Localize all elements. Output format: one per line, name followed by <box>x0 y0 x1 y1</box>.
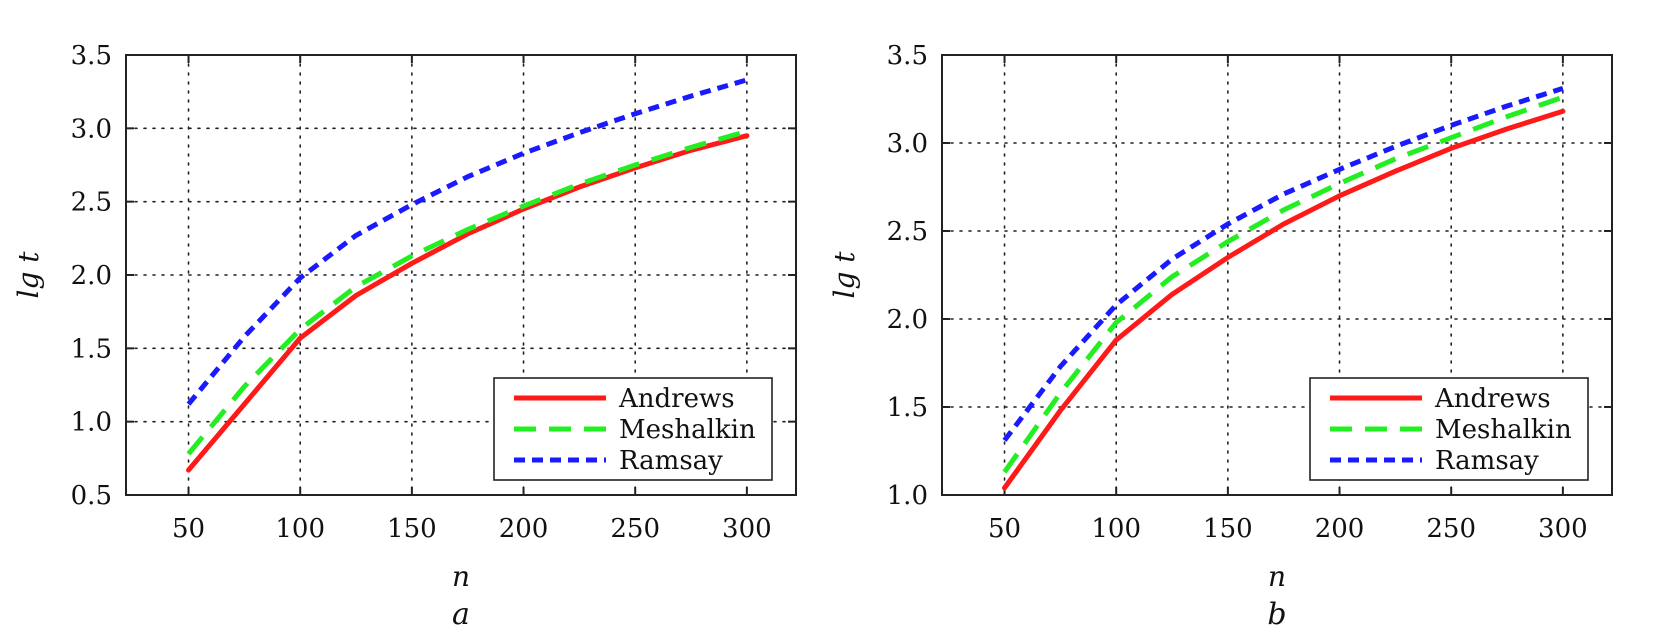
panel-label: b <box>1267 597 1286 632</box>
x-tick-label: 200 <box>499 514 549 544</box>
x-tick-label: 100 <box>275 514 325 544</box>
chart-panel-b: 50 100 150 200 250 300 1.0 1.5 2.0 2.5 3.0 3.5 Andre… <box>828 41 1613 632</box>
x-tick-label: 150 <box>1203 514 1253 544</box>
plot-frame <box>941 54 1613 496</box>
series-line-meshalkin <box>186 128 748 456</box>
x-tick-label: 50 <box>172 514 205 544</box>
x-tick-label: 300 <box>1538 514 1588 544</box>
x-axis-label: n <box>452 560 470 593</box>
legend-box <box>493 377 773 481</box>
series-line-ramsay <box>186 77 748 406</box>
x-tick-label: 250 <box>1426 514 1476 544</box>
chart-panel-a: 50 100 150 200 250 300 0.5 1.0 1.5 2.0 2.5 3.0 3.5 An… <box>12 41 797 632</box>
x-axis-label: n <box>1268 560 1286 593</box>
y-tick-label: 3.0 <box>887 129 928 159</box>
y-tick-label: 2.0 <box>887 305 928 335</box>
series-line-ramsay <box>1002 86 1564 442</box>
y-tick-label: 1.0 <box>71 408 112 438</box>
series-line-meshalkin <box>1002 94 1564 474</box>
series-line-andrews <box>186 133 750 473</box>
legend-label-andrews: Andrews <box>618 384 735 414</box>
y-tick-label: 2.5 <box>887 217 928 247</box>
legend-label-ramsay: Ramsay <box>619 446 723 476</box>
legend-label-ramsay: Ramsay <box>1435 446 1539 476</box>
y-tick-label: 3.5 <box>71 41 112 71</box>
plot-frame <box>125 54 797 496</box>
y-tick-label: 1.0 <box>887 481 928 511</box>
y-tick-label: 1.5 <box>71 334 112 364</box>
y-tick-label: 3.0 <box>71 114 112 144</box>
x-tick-label: 200 <box>1315 514 1365 544</box>
legend-label-meshalkin: Meshalkin <box>1435 415 1572 445</box>
x-tick-label: 100 <box>1091 514 1141 544</box>
y-tick-label: 2.5 <box>71 188 112 218</box>
x-tick-label: 300 <box>722 514 772 544</box>
x-tick-label: 150 <box>387 514 437 544</box>
legend-label-meshalkin: Meshalkin <box>619 415 756 445</box>
x-tick-label: 250 <box>610 514 660 544</box>
y-axis-label: lg t <box>12 251 45 299</box>
x-tick-label: 50 <box>988 514 1021 544</box>
y-tick-label: 0.5 <box>71 481 112 511</box>
y-tick-label: 1.5 <box>887 393 928 423</box>
series-line-andrews <box>1002 108 1566 491</box>
legend-box <box>1309 377 1589 481</box>
y-axis-label: lg t <box>828 251 861 299</box>
legend-label-andrews: Andrews <box>1434 384 1551 414</box>
panel-label: a <box>452 597 470 632</box>
y-tick-label: 2.0 <box>71 261 112 291</box>
y-tick-label: 3.5 <box>887 41 928 71</box>
